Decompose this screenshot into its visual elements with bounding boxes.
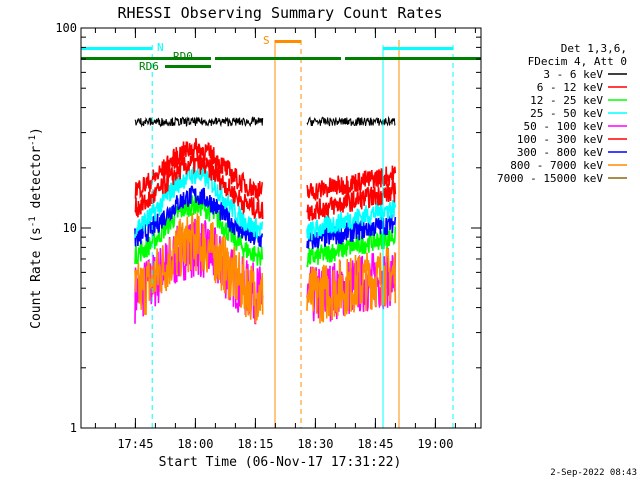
legend-entry-label: 100 - 300 keV bbox=[517, 133, 603, 146]
legend-entry-label: 3 - 6 keV bbox=[543, 68, 603, 81]
chart-title: RHESSI Observing Summary Count Rates bbox=[117, 4, 442, 22]
legend-entry-label: 50 - 100 keV bbox=[524, 120, 604, 133]
y-tick-label: 1 bbox=[70, 421, 77, 435]
series-line bbox=[134, 185, 397, 249]
rd0-flag-bar bbox=[345, 57, 367, 60]
y-axis-label-sup1: -1 bbox=[28, 216, 38, 227]
data-layer bbox=[134, 115, 397, 325]
y-axis-label-end: ) bbox=[29, 127, 44, 135]
x-tick-label: 18:15 bbox=[237, 437, 273, 451]
series-line bbox=[134, 213, 397, 324]
rd0-flag-label: RD0 bbox=[173, 50, 193, 63]
legend-entry-label: 300 - 800 keV bbox=[517, 146, 603, 159]
n-flag-bar bbox=[81, 47, 153, 50]
legend-header-1: Det 1,3,6, bbox=[561, 42, 627, 55]
y-axis-label-mid: detector bbox=[29, 146, 44, 217]
x-tick-label: 19:00 bbox=[417, 437, 453, 451]
series-line bbox=[134, 115, 396, 128]
x-axis: 17:45 18:00 18:15 18:30 18:45 19:00 bbox=[94, 28, 476, 451]
y-axis: 1 10 100 bbox=[55, 21, 481, 435]
s-flag-bar bbox=[275, 40, 301, 43]
flag-layer: N S RD0 RD6 bbox=[80, 34, 481, 428]
series-line bbox=[134, 138, 397, 201]
x-axis-label: Start Time (06-Nov-17 17:31:22) bbox=[159, 455, 402, 470]
x-tick-label: 18:00 bbox=[177, 437, 213, 451]
legend-entry-label: 800 - 7000 keV bbox=[510, 159, 603, 172]
legend-entry-label: 25 - 50 keV bbox=[530, 107, 603, 120]
rd0-flag-bar bbox=[81, 57, 211, 60]
n-flag-label: N bbox=[157, 41, 164, 54]
rd6-flag-bar bbox=[165, 65, 211, 68]
n-flag-bar bbox=[383, 47, 453, 50]
legend-entry-label: 6 - 12 keV bbox=[537, 81, 604, 94]
series-line bbox=[134, 164, 397, 241]
rd6-flag-label: RD6 bbox=[139, 60, 159, 73]
y-axis-label: Count Rate (s-1 detector-1) bbox=[28, 127, 44, 329]
y-tick-label: 10 bbox=[63, 221, 77, 235]
legend-header-2: FDecim 4, Att 0 bbox=[528, 55, 627, 68]
s-flag-label: S bbox=[263, 34, 270, 47]
y-axis-label-sup2: -1 bbox=[28, 135, 38, 146]
rd0-flag-bar bbox=[215, 57, 341, 60]
rd0-flag-bar bbox=[367, 57, 481, 60]
footer-timestamp: 2-Sep-2022 08:43 bbox=[550, 468, 637, 478]
x-tick-label: 18:45 bbox=[357, 437, 393, 451]
x-tick-label: 18:30 bbox=[297, 437, 333, 451]
y-tick-label: 100 bbox=[55, 21, 77, 35]
x-tick-label: 17:45 bbox=[117, 437, 153, 451]
y-axis-label-main: Count Rate (s bbox=[29, 227, 44, 329]
series-line bbox=[134, 153, 397, 221]
legend-entry-label: 7000 - 15000 keV bbox=[497, 172, 603, 185]
legend-entry-label: 12 - 25 keV bbox=[530, 94, 603, 107]
